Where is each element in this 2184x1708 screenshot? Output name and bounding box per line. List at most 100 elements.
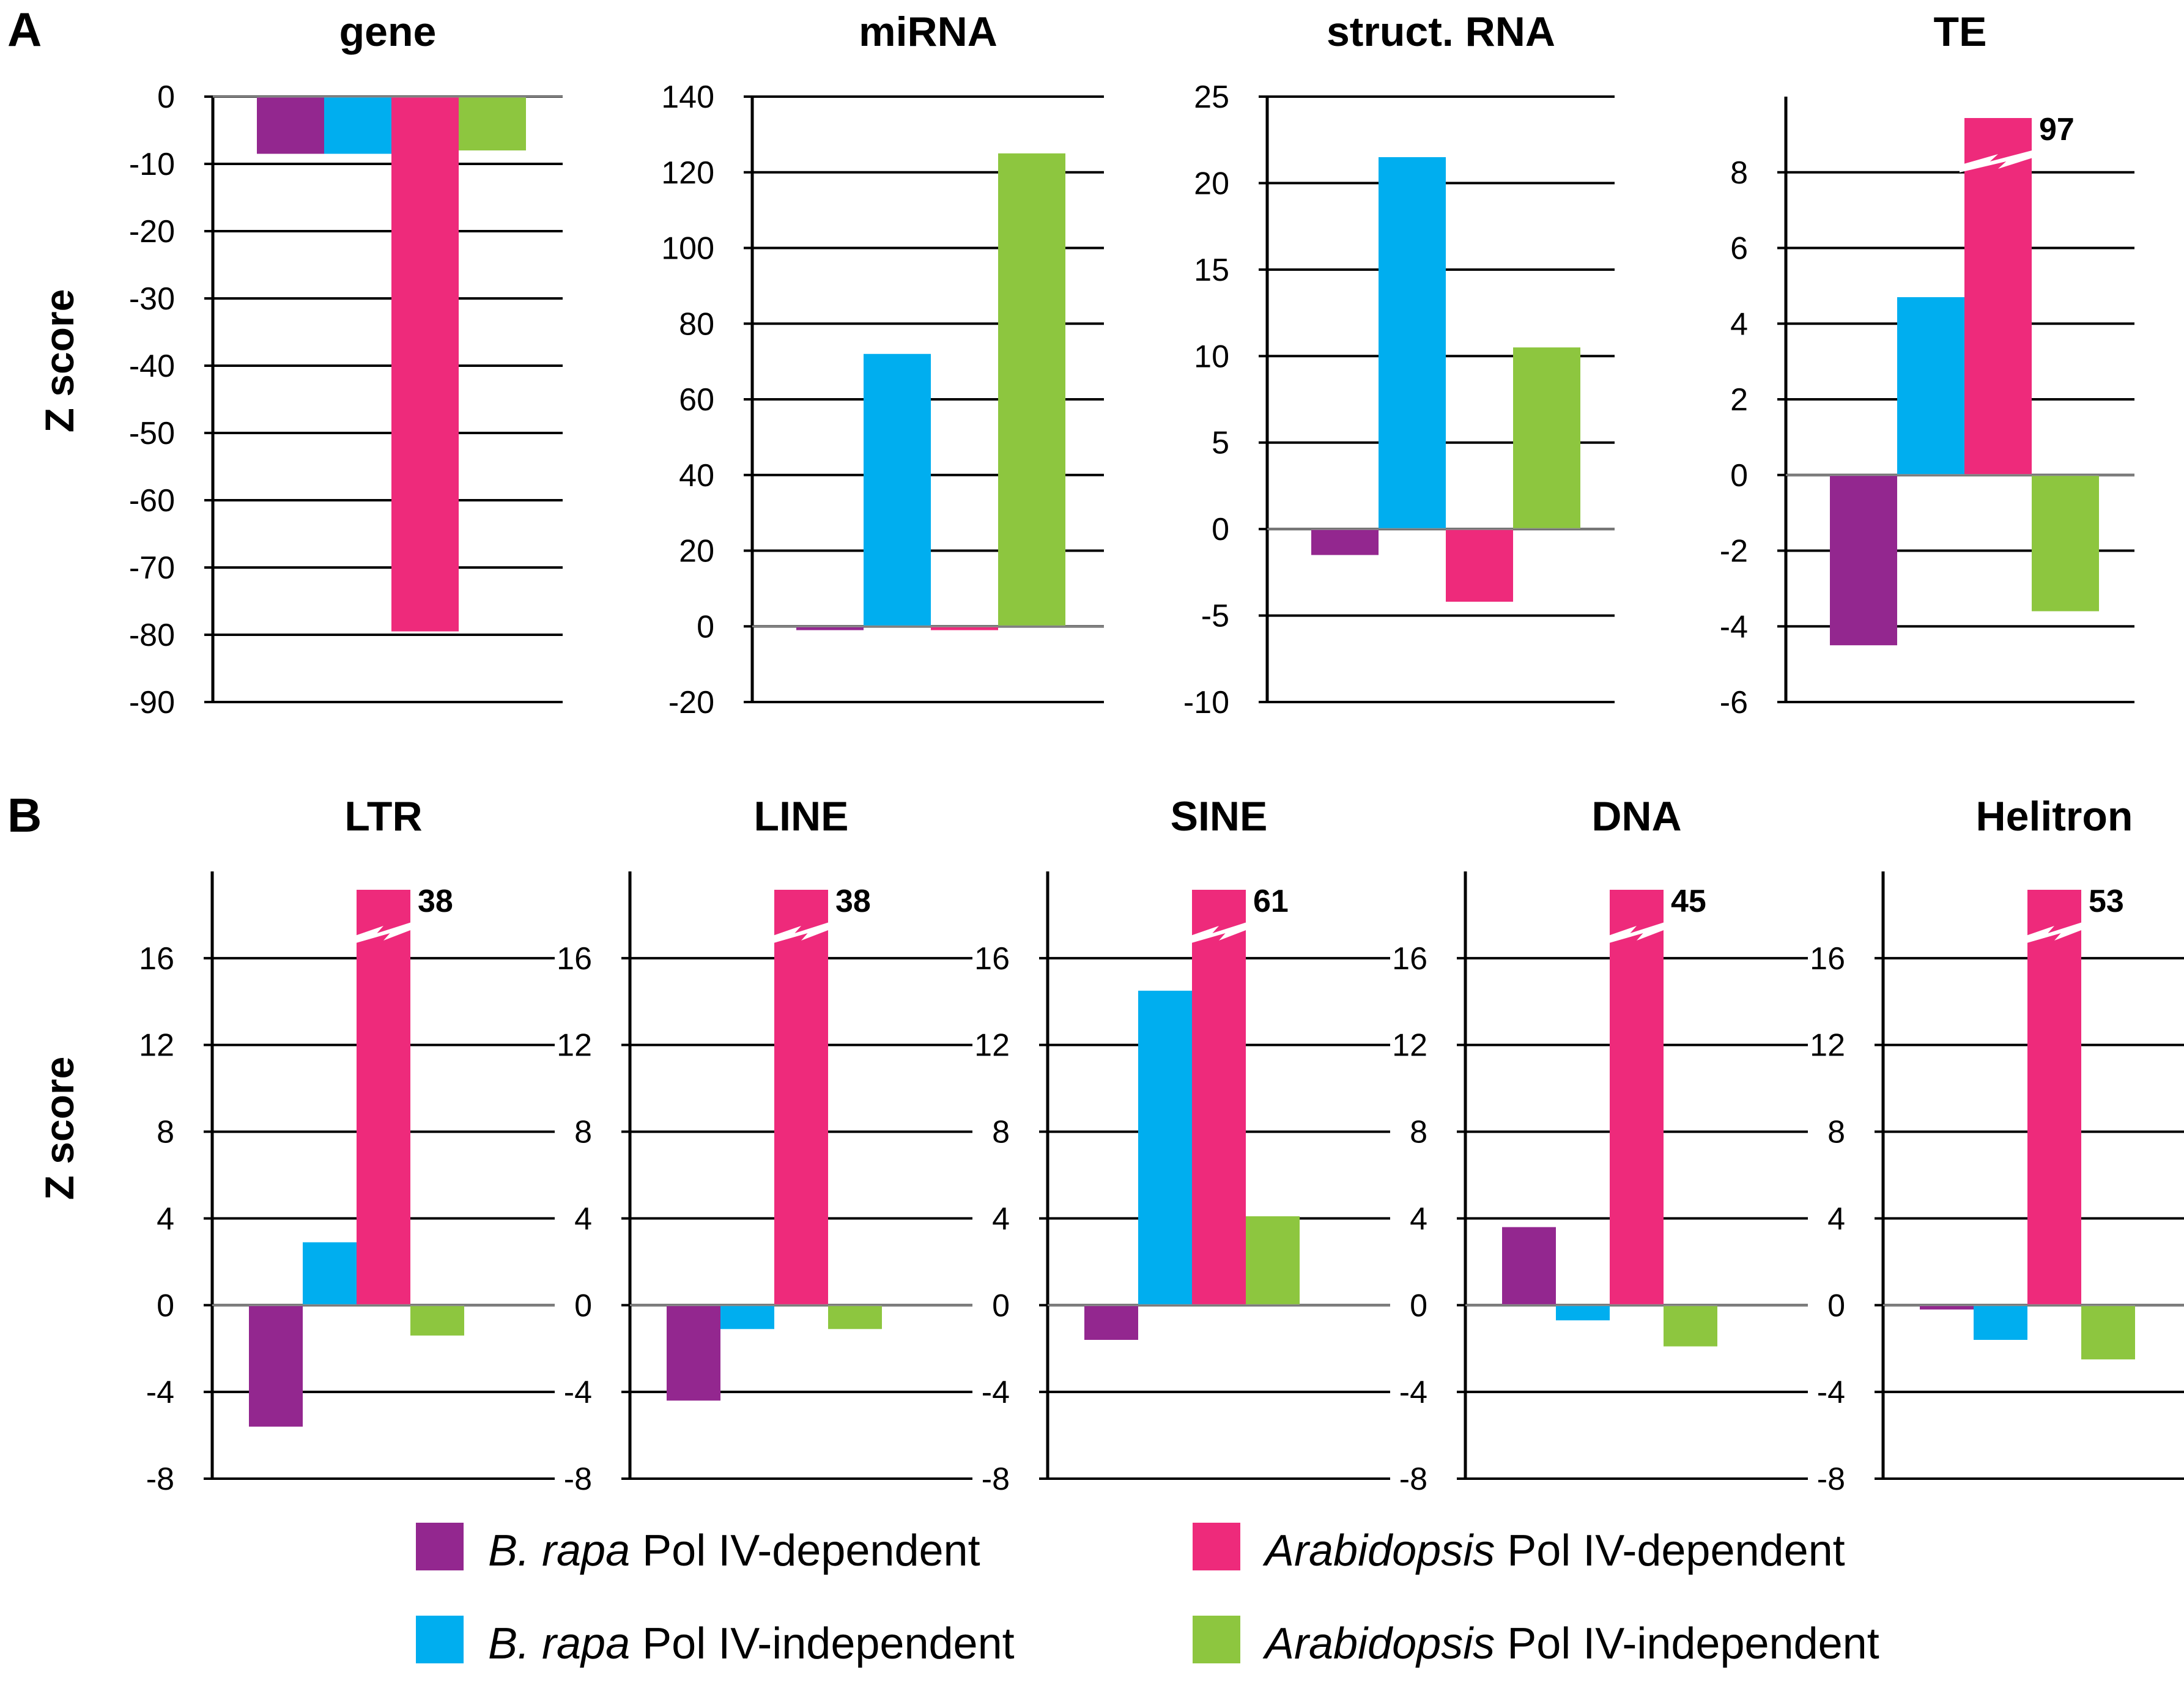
axis-break-mark xyxy=(2023,921,2086,944)
data-label: 61 xyxy=(1253,884,1289,919)
tick-label: -8 xyxy=(1399,1462,1427,1497)
legend-label: Arabidopsis Pol IV-independent xyxy=(1262,1619,1879,1668)
bar-b-rapa-pol-iv-dependent xyxy=(1920,1305,1974,1310)
tick-label: 0 xyxy=(157,1288,174,1323)
tick-label: -4 xyxy=(1720,609,1748,645)
legend-label: B. rapa Pol IV-independent xyxy=(488,1619,1015,1668)
chart-line: 16 12 8 4 0 -4 -8 LINE 38 xyxy=(557,793,972,1497)
bar-b-rapa-pol-iv-dependent xyxy=(796,626,864,630)
bar-arabidopsis-pol-iv-independent xyxy=(1664,1305,1717,1347)
legend-description: Pol IV-dependent xyxy=(1495,1526,1845,1575)
legend-species: Arabidopsis xyxy=(1262,1526,1495,1575)
panel-letter-b: B xyxy=(7,788,42,842)
tick-label: 100 xyxy=(661,231,714,267)
tick-label: -70 xyxy=(129,550,175,586)
chart-title-gene: gene xyxy=(339,9,437,55)
bar-arabidopsis-pol-iv-independent xyxy=(998,153,1065,627)
tick-label: 20 xyxy=(1194,166,1229,201)
tick-label: 0 xyxy=(697,609,714,645)
legend: B. rapa Pol IV-dependent Arabidopsis Pol … xyxy=(416,1523,1879,1668)
bar-b-rapa-pol-iv-dependent xyxy=(1311,529,1379,555)
bar-arabidopsis-pol-iv-dependent xyxy=(1610,890,1664,1306)
legend-label: B. rapa Pol IV-dependent xyxy=(488,1526,980,1575)
legend-description: Pol IV-dependent xyxy=(630,1526,980,1575)
bar-arabidopsis-pol-iv-independent xyxy=(2081,1305,2135,1359)
tick-label: -60 xyxy=(129,483,175,519)
tick-label: -5 xyxy=(1201,599,1229,634)
chart-title-struct-rna: struct. RNA xyxy=(1327,9,1555,55)
tick-label: 4 xyxy=(157,1201,174,1237)
tick-label: 120 xyxy=(661,155,714,191)
tick-label: 140 xyxy=(661,79,714,115)
tick-label: -8 xyxy=(564,1462,592,1497)
bar-arabidopsis-pol-iv-dependent xyxy=(1446,529,1513,602)
data-label: 38 xyxy=(835,884,871,919)
legend-species: B. rapa xyxy=(488,1526,630,1575)
tick-label: 12 xyxy=(557,1028,592,1063)
tick-label: 16 xyxy=(557,941,592,977)
bar-b-rapa-pol-iv-dependent xyxy=(249,1305,303,1427)
tick-label: 80 xyxy=(679,306,714,342)
y-axis-label-a: Z score xyxy=(37,289,82,433)
tick-label: -2 xyxy=(1720,534,1748,569)
tick-label: 20 xyxy=(679,534,714,569)
tick-label: 8 xyxy=(157,1115,174,1150)
tick-label: 60 xyxy=(679,382,714,418)
tick-label: 12 xyxy=(1392,1028,1427,1063)
tick-label: -8 xyxy=(1817,1462,1845,1497)
y-axis-label-b: Z score xyxy=(37,1057,82,1200)
chart-title-helitron: Helitron xyxy=(1976,793,2133,840)
chart-sine: 16 12 8 4 0 -4 -8 SINE 61 xyxy=(974,793,1390,1497)
tick-label: 16 xyxy=(974,941,1010,977)
legend-species: Arabidopsis xyxy=(1262,1619,1495,1668)
bar-arabidopsis-pol-iv-dependent xyxy=(931,626,998,630)
bar-arabidopsis-pol-iv-independent xyxy=(1513,347,1580,530)
bar-arabidopsis-pol-iv-independent xyxy=(410,1305,464,1336)
bar-b-rapa-pol-iv-dependent xyxy=(257,97,324,154)
legend-item: B. rapa Pol IV-independent xyxy=(416,1616,1015,1668)
bar-b-rapa-pol-iv-independent xyxy=(1897,297,1964,475)
tick-label: 8 xyxy=(1827,1115,1845,1150)
panel-letter-a: A xyxy=(7,2,42,56)
tick-label: 0 xyxy=(157,79,175,115)
chart-te: 8 6 4 2 0 -2 -4 -6 TE 97 xyxy=(1720,9,2134,720)
legend-item: Arabidopsis Pol IV-independent xyxy=(1193,1616,1879,1668)
bar-b-rapa-pol-iv-dependent xyxy=(1502,1227,1556,1306)
tick-label: 4 xyxy=(1730,306,1748,342)
bar-b-rapa-pol-iv-dependent xyxy=(1830,475,1897,646)
bar-b-rapa-pol-iv-independent xyxy=(324,97,391,154)
tick-label: -8 xyxy=(982,1462,1010,1497)
chart-struct-rna: 25 20 15 10 5 0 -5 -10 struct. RNA xyxy=(1183,9,1615,720)
tick-label: 5 xyxy=(1212,426,1229,461)
bar-arabidopsis-pol-iv-dependent xyxy=(1964,118,2032,475)
bar-b-rapa-pol-iv-independent xyxy=(720,1305,774,1329)
tick-label: -4 xyxy=(1817,1375,1845,1410)
data-label: 45 xyxy=(1671,884,1706,919)
legend-species: B. rapa xyxy=(488,1619,630,1668)
chart-ltr: 16 12 8 4 0 -4 -8 LTR 38 xyxy=(139,793,555,1497)
tick-label: 8 xyxy=(1410,1115,1427,1150)
legend-item: Arabidopsis Pol IV-dependent xyxy=(1193,1523,1845,1575)
tick-label: 0 xyxy=(1410,1288,1427,1323)
chart-title-line: LINE xyxy=(754,793,849,840)
tick-label: 8 xyxy=(1730,155,1748,191)
tick-label: 8 xyxy=(574,1115,592,1150)
tick-label: -20 xyxy=(129,214,175,250)
data-label: 38 xyxy=(418,884,453,919)
bar-b-rapa-pol-iv-independent xyxy=(1974,1305,2027,1340)
bar-b-rapa-pol-iv-dependent xyxy=(1084,1305,1138,1340)
legend-item: B. rapa Pol IV-dependent xyxy=(416,1523,980,1575)
axis-break-mark xyxy=(769,921,833,944)
legend-swatch xyxy=(1193,1523,1240,1570)
bar-b-rapa-pol-iv-independent xyxy=(1138,991,1192,1306)
tick-label: 0 xyxy=(574,1288,592,1323)
tick-label: -20 xyxy=(668,685,714,720)
bar-b-rapa-pol-iv-independent xyxy=(303,1242,357,1306)
chart-title-dna: DNA xyxy=(1591,793,1681,840)
tick-label: 40 xyxy=(679,458,714,494)
tick-label: 6 xyxy=(1730,231,1748,267)
tick-label: -4 xyxy=(564,1375,592,1410)
bar-arabidopsis-pol-iv-dependent xyxy=(2027,890,2081,1306)
tick-label: 4 xyxy=(1410,1201,1427,1237)
tick-label: -4 xyxy=(146,1375,174,1410)
